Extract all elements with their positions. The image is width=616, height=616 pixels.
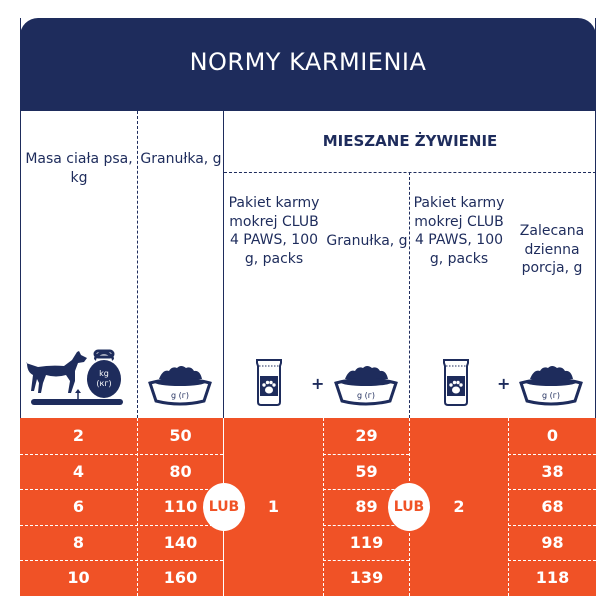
cell-mix1-granules: 139 (349, 568, 384, 588)
cell-granules: 80 (169, 461, 192, 481)
cell-mix2-daily: 38 (541, 461, 564, 481)
kg-label-cyrillic: (кг) (96, 379, 111, 388)
divider (20, 454, 223, 455)
divider (508, 525, 596, 526)
bowl-label: g (г) (357, 391, 375, 400)
header-pack-1: Pakiet karmy mokrej CLUB 4 PAWS, 100 g, … (228, 195, 320, 267)
divider (323, 525, 409, 526)
food-bowl-icon: g (г) (148, 366, 212, 406)
header-granules: Granułka, g (140, 151, 222, 167)
mix2-packs: 2 (453, 497, 465, 516)
cell-mix1-granules: 59 (355, 461, 378, 481)
divider (409, 172, 410, 418)
or-badge: LUB (388, 483, 430, 531)
cell-granules: 140 (163, 532, 198, 552)
cell-granules: 160 (163, 568, 198, 588)
cell-mix1-granules: 119 (349, 532, 384, 552)
divider (323, 489, 409, 490)
cell-mass: 2 (72, 426, 85, 445)
header-body-mass: Masa ciała psa, kg (25, 151, 133, 186)
cell-mix2-daily: 98 (541, 532, 564, 552)
bowl-label: g (г) (542, 391, 560, 400)
divider (20, 525, 223, 526)
plus-sign: + (497, 374, 511, 393)
divider (508, 560, 596, 561)
divider (508, 489, 596, 490)
cell-mass: 10 (67, 568, 90, 588)
divider (137, 111, 138, 418)
divider (20, 560, 223, 561)
table-title: NORMY KARMIENIA (189, 48, 427, 76)
pouch-paw-icon (443, 359, 469, 406)
header-granules-2: Granułka, g (326, 233, 408, 249)
cell-mass: 4 (72, 461, 85, 481)
cell-mix2-daily: 118 (535, 568, 570, 588)
food-bowl-icon: g (г) (519, 366, 583, 406)
header-daily-portion: Zalecana dzienna porcja, g (519, 223, 585, 276)
divider (508, 418, 509, 596)
divider (323, 454, 409, 455)
mix1-packs: 1 (267, 497, 280, 516)
cell-granules: 50 (169, 426, 192, 445)
divider (508, 454, 596, 455)
cell-mix1-granules: 29 (355, 426, 378, 445)
table-title-bar: NORMY KARMIENIA (20, 18, 596, 111)
divider (323, 418, 324, 596)
cell-mix2-daily: 0 (546, 426, 559, 445)
divider (224, 172, 596, 173)
cell-granules: 110 (163, 497, 198, 517)
cell-mix2-daily: 68 (541, 497, 564, 517)
divider (20, 489, 223, 490)
pouch-paw-icon (256, 359, 282, 406)
header-pack-2: Pakiet karmy mokrej CLUB 4 PAWS, 100 g, … (413, 195, 505, 267)
divider (223, 111, 224, 418)
food-bowl-icon: g (г) (334, 366, 398, 406)
divider (137, 418, 138, 596)
bowl-label: g (г) (171, 391, 189, 400)
cell-mix1-granules: 89 (355, 497, 378, 517)
divider (323, 560, 409, 561)
cell-mass: 8 (72, 532, 85, 552)
feeding-data-area (20, 418, 596, 596)
kg-label: kg (99, 369, 109, 378)
feeding-table (20, 18, 596, 596)
or-badge: LUB (203, 483, 245, 531)
header-mixed-feeding: MIESZANE ŻYWIENIE (322, 132, 498, 150)
dog-on-scale-icon: kg (кг) (26, 349, 123, 405)
plus-sign: + (311, 374, 325, 393)
cell-mass: 6 (72, 497, 85, 517)
